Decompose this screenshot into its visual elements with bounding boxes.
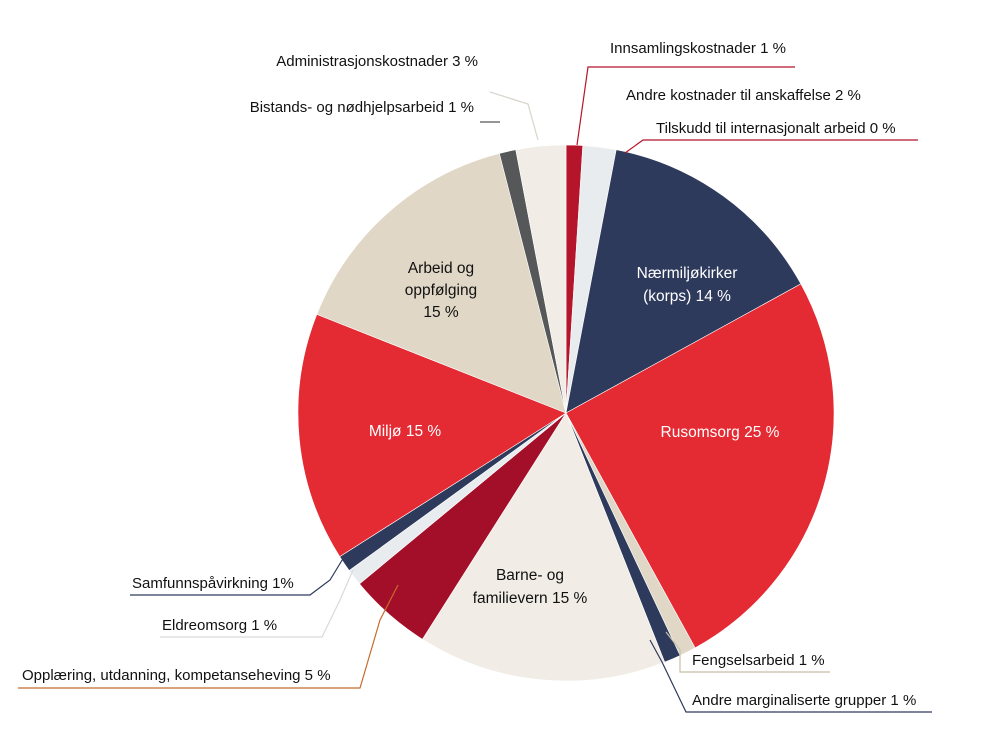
- leader-innsamling: [576, 66, 795, 146]
- leader-andre-marg: [649, 639, 932, 713]
- label-barne-line2: familievern 15 %: [473, 590, 588, 607]
- label-fengsel: Fengselsarbeid 1 %: [692, 652, 825, 669]
- label-naermiljo-line2: (korps) 14 %: [643, 288, 731, 305]
- label-barne-line1: Barne- og: [496, 567, 564, 584]
- label-tilskudd: Tilskudd til internasjonalt arbeid 0 %: [656, 120, 896, 137]
- leader-eldre: [160, 569, 354, 638]
- leader-samfunn: [130, 556, 345, 596]
- slice-rusomsorg-25: [565, 283, 835, 649]
- label-arbeid-line2: oppfølging: [405, 282, 477, 299]
- label-opplaering: Opplæring, utdanning, kompetanseheving 5…: [22, 667, 331, 684]
- label-samfunn: Samfunnspåvirkning 1%: [132, 575, 294, 592]
- leader-admin: [489, 91, 539, 141]
- label-innsamling: Innsamlingskostnader 1 %: [610, 40, 786, 57]
- label-eldre: Eldreomsorg 1 %: [162, 617, 277, 634]
- label-arbeid-line1: Arbeid og: [408, 260, 474, 277]
- slice-barne-og-familievern-15: [421, 412, 666, 682]
- slice-n-rmilj-kirker-korps-14: [565, 149, 802, 414]
- label-andre-marg: Andre marginaliserte grupper 1 %: [692, 692, 916, 709]
- label-miljo: Miljø 15 %: [369, 423, 442, 440]
- leader-fengsel: [665, 631, 830, 673]
- leader-tilskudd: [624, 139, 918, 154]
- label-naermiljo-line1: Nærmiljøkirker: [637, 265, 738, 282]
- label-rusomsorg: Rusomsorg 25 %: [661, 424, 780, 441]
- pie-slices: [297, 144, 835, 682]
- slice-arbeid-og-oppf-lging-15: [316, 153, 567, 414]
- slice-milj-15: [297, 313, 567, 558]
- slice-administrasjonskostnader-3: [515, 144, 567, 414]
- leader-opplaering: [18, 584, 399, 689]
- label-arbeid-line3: 15 %: [423, 304, 459, 321]
- leader-lines: [18, 66, 932, 713]
- label-bistand: Bistands- og nødhjelpsarbeid 1 %: [250, 99, 474, 116]
- label-admin: Administrasjonskostnader 3 %: [276, 53, 478, 70]
- label-andre-kostnader: Andre kostnader til anskaffelse 2 %: [626, 87, 861, 104]
